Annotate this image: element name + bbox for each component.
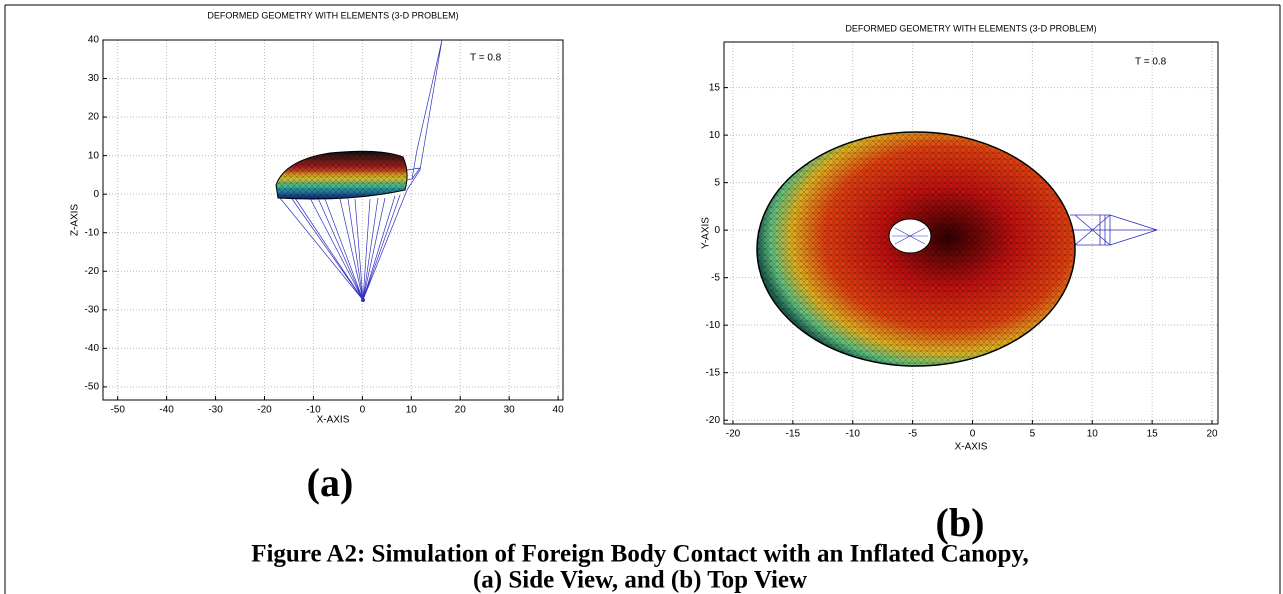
y-tick-label: -10: [706, 320, 721, 331]
y-tick-label: 5: [714, 177, 720, 188]
x-tick-label: -15: [786, 429, 801, 440]
x-tick-label: 5: [1030, 429, 1036, 440]
x-tick-label: -50: [110, 405, 125, 416]
x-tick-label: 0: [970, 429, 976, 440]
y-axis-label: Z-AXIS: [70, 204, 81, 237]
x-axis-label: X-AXIS: [955, 442, 988, 453]
x-tick-label: -30: [208, 405, 223, 416]
annotation: T = 0.8: [470, 53, 502, 64]
annotation: T = 0.8: [1135, 57, 1167, 68]
y-tick-label: -30: [85, 304, 100, 315]
x-tick-label: 40: [553, 405, 565, 416]
y-tick-label: 15: [709, 82, 721, 93]
y-tick-label: 10: [88, 150, 100, 161]
x-tick-label: 20: [1206, 429, 1218, 440]
chart-title: DEFORMED GEOMETRY WITH ELEMENTS (3-D PRO…: [845, 23, 1096, 33]
x-tick-label: -10: [846, 429, 861, 440]
y-tick-label: -15: [706, 367, 721, 378]
y-tick-label: -5: [711, 272, 720, 283]
x-axis-label: X-AXIS: [317, 415, 350, 426]
y-tick-label: 0: [93, 189, 99, 200]
y-tick-label: -40: [85, 343, 100, 354]
y-axis-label: Y-AXIS: [701, 217, 712, 249]
x-tick-label: -20: [257, 405, 272, 416]
y-tick-label: -20: [85, 266, 100, 277]
caption: (a) Side View, and (b) Top View: [473, 567, 807, 594]
x-tick-label: 10: [1087, 429, 1099, 440]
chart-title: DEFORMED GEOMETRY WITH ELEMENTS (3-D PRO…: [207, 10, 458, 20]
y-tick-label: -10: [85, 227, 100, 238]
x-tick-label: 10: [406, 405, 418, 416]
figure: -50-40-30-20-10010203040-50-40-30-20-100…: [0, 0, 1283, 594]
x-tick-label: 30: [504, 405, 516, 416]
caption: Figure A2: Simulation of Foreign Body Co…: [251, 541, 1029, 568]
y-tick-label: 40: [88, 35, 100, 46]
x-tick-label: 0: [360, 405, 366, 416]
x-tick-label: 15: [1147, 429, 1159, 440]
canopy-side: [276, 40, 442, 302]
x-tick-label: -20: [726, 429, 741, 440]
x-tick-label: 20: [455, 405, 467, 416]
y-tick-label: 30: [88, 73, 100, 84]
y-tick-label: 10: [709, 130, 721, 141]
y-tick-label: 20: [88, 112, 100, 123]
y-tick-label: -20: [706, 415, 721, 426]
canopy-top: [757, 132, 1157, 366]
x-tick-label: -40: [159, 405, 174, 416]
panel-label: (a): [307, 460, 354, 505]
x-tick-label: -5: [908, 429, 917, 440]
panel-label: (b): [936, 500, 985, 545]
y-tick-label: 0: [714, 225, 720, 236]
y-tick-label: -50: [85, 382, 100, 393]
